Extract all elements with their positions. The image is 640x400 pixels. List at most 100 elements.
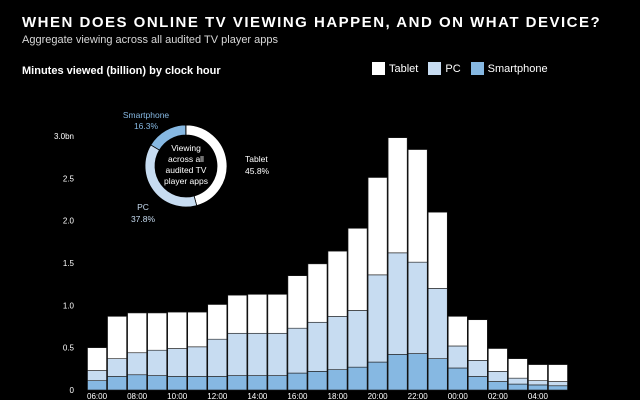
bar-segment-pc-2100	[387, 252, 408, 355]
x-tick-label: 12:00	[207, 392, 228, 400]
bar-segment-smartphone-1800	[327, 369, 348, 391]
donut-slices	[144, 124, 228, 208]
bar-segment-smartphone-0100	[467, 376, 488, 391]
donut-chart: Viewing across all audited TV player app…	[123, 110, 270, 224]
donut-label-smartphone-name: Smartphone	[123, 110, 170, 120]
legend-label-pc: PC	[445, 62, 461, 75]
bar-segment-tablet-0800	[127, 312, 147, 354]
bar-segment-smartphone-0900	[147, 375, 167, 391]
bar-segment-tablet-0600	[87, 347, 107, 371]
x-tick-label: 10:00	[167, 392, 188, 400]
donut-slice-smartphone	[150, 124, 187, 151]
bar-segment-smartphone-0500	[548, 385, 568, 391]
bar-segment-smartphone-2200	[407, 353, 428, 391]
bar-segment-pc-1800	[327, 316, 348, 370]
x-tick-label: 04:00	[528, 392, 549, 400]
bar-segment-smartphone-0000	[447, 367, 468, 391]
bar-segment-tablet-0500	[548, 364, 568, 382]
bar-segment-pc-1600	[287, 327, 308, 374]
bar-segment-pc-0900	[147, 349, 167, 376]
bar-segment-smartphone-1300	[227, 375, 248, 391]
bar-segment-smartphone-1600	[287, 372, 308, 391]
bar-segment-tablet-2100	[387, 137, 408, 254]
y-tick-label: 1.0	[63, 301, 75, 310]
bar-segment-smartphone-2300	[427, 358, 448, 391]
legend-item-smartphone: Smartphone	[470, 62, 548, 75]
bar-segment-pc-0300	[508, 377, 528, 385]
bar-segment-pc-0400	[528, 380, 548, 386]
bar-segment-pc-0600	[87, 370, 107, 381]
chart-subtitle: Aggregate viewing across all audited TV …	[22, 34, 279, 46]
donut-center-line-2: across all	[168, 154, 204, 164]
donut-center-label: Viewing across all audited TV player app…	[164, 143, 208, 186]
bar-segment-tablet-0400	[528, 364, 548, 381]
donut-center-line-3: audited TV	[166, 165, 207, 175]
bar-segment-pc-1700	[307, 321, 328, 372]
legend-swatch-tablet	[372, 62, 385, 75]
bar-segment-pc-1000	[167, 348, 188, 377]
bar-segment-tablet-1400	[247, 294, 268, 334]
bar-segment-pc-0200	[488, 371, 508, 382]
bar-segment-smartphone-2000	[367, 361, 388, 391]
y-axis-label: Minutes viewed (billion) by clock hour	[22, 65, 221, 77]
bar-segment-pc-1100	[187, 346, 208, 377]
donut-label-smartphone-value: 16.3%	[134, 121, 159, 131]
bar-segment-tablet-1300	[227, 294, 248, 334]
donut-label-pc-name: PC	[137, 202, 149, 212]
legend-label-tablet: Tablet	[389, 62, 419, 75]
bar-segment-pc-2000	[367, 274, 388, 363]
bar-segment-tablet-0700	[107, 316, 127, 359]
y-tick-label: 0.5	[63, 344, 75, 353]
bar-segment-smartphone-1200	[207, 376, 228, 391]
bar-segment-tablet-0000	[447, 316, 468, 347]
bar-segment-pc-0800	[127, 352, 147, 376]
y-tick-label: 3.0bn	[54, 132, 74, 141]
bar-segment-tablet-0100	[467, 319, 488, 361]
legend-swatch-smartphone	[470, 62, 484, 75]
bar-segment-tablet-1900	[347, 227, 368, 311]
legend: Tablet PC Smartphone	[372, 62, 548, 75]
y-tick-label: 0	[70, 386, 75, 395]
x-tick-label: 22:00	[408, 392, 429, 400]
bar-segment-smartphone-1900	[347, 366, 368, 391]
bar-segment-pc-1200	[207, 338, 228, 377]
donut-background	[143, 123, 229, 209]
bar-segment-pc-1500	[267, 332, 288, 376]
bar-segment-smartphone-1100	[187, 376, 208, 391]
bar-segment-pc-0700	[107, 358, 127, 377]
bar-segment-tablet-1800	[327, 250, 348, 317]
bar-segment-pc-0000	[447, 345, 468, 369]
legend-item-pc: PC	[428, 62, 461, 75]
bar-segment-smartphone-1000	[167, 376, 188, 391]
bar-segment-smartphone-1400	[247, 375, 268, 391]
bar-segment-tablet-1100	[187, 311, 208, 348]
chart-title: WHEN DOES ONLINE TV VIEWING HAPPEN, AND …	[22, 14, 602, 31]
bar-segment-smartphone-1500	[267, 375, 288, 391]
y-tick-label: 1.5	[63, 259, 75, 268]
x-tick-label: 14:00	[247, 392, 268, 400]
bar-segment-smartphone-0200	[488, 381, 508, 391]
bar-segment-pc-2300	[427, 288, 448, 359]
x-tick-label: 18:00	[328, 392, 349, 400]
bar-segment-tablet-2000	[367, 177, 388, 276]
y-tick-label: 2.0	[63, 217, 75, 226]
legend-label-smartphone: Smartphone	[487, 62, 548, 75]
bar-segment-smartphone-0600	[87, 380, 107, 391]
donut-label-tablet-name: Tablet	[245, 154, 268, 164]
y-axis: 0 0.5 1.0 1.5 2.0 2.5 3.0bn	[54, 132, 75, 395]
bar-segment-tablet-0300	[508, 358, 528, 379]
bar-segment-smartphone-0800	[127, 374, 147, 391]
x-axis: 06:00 08:00 10:00 12:00 14:00 16:00 18:00 20:00…	[87, 392, 548, 400]
bar-segment-tablet-0900	[147, 312, 167, 351]
bar-segment-pc-1400	[247, 332, 268, 376]
bars	[87, 137, 568, 391]
x-tick-label: 16:00	[287, 392, 308, 400]
bar-segment-smartphone-1700	[307, 371, 328, 391]
bar-segment-pc-0500	[548, 381, 568, 387]
x-tick-label: 20:00	[368, 392, 389, 400]
x-tick-label: 00:00	[448, 392, 469, 400]
x-tick-label: 02:00	[488, 392, 509, 400]
donut-label-tablet-value: 45.8%	[245, 166, 270, 176]
bar-segment-tablet-1000	[167, 311, 188, 349]
x-tick-label: 06:00	[87, 392, 108, 400]
